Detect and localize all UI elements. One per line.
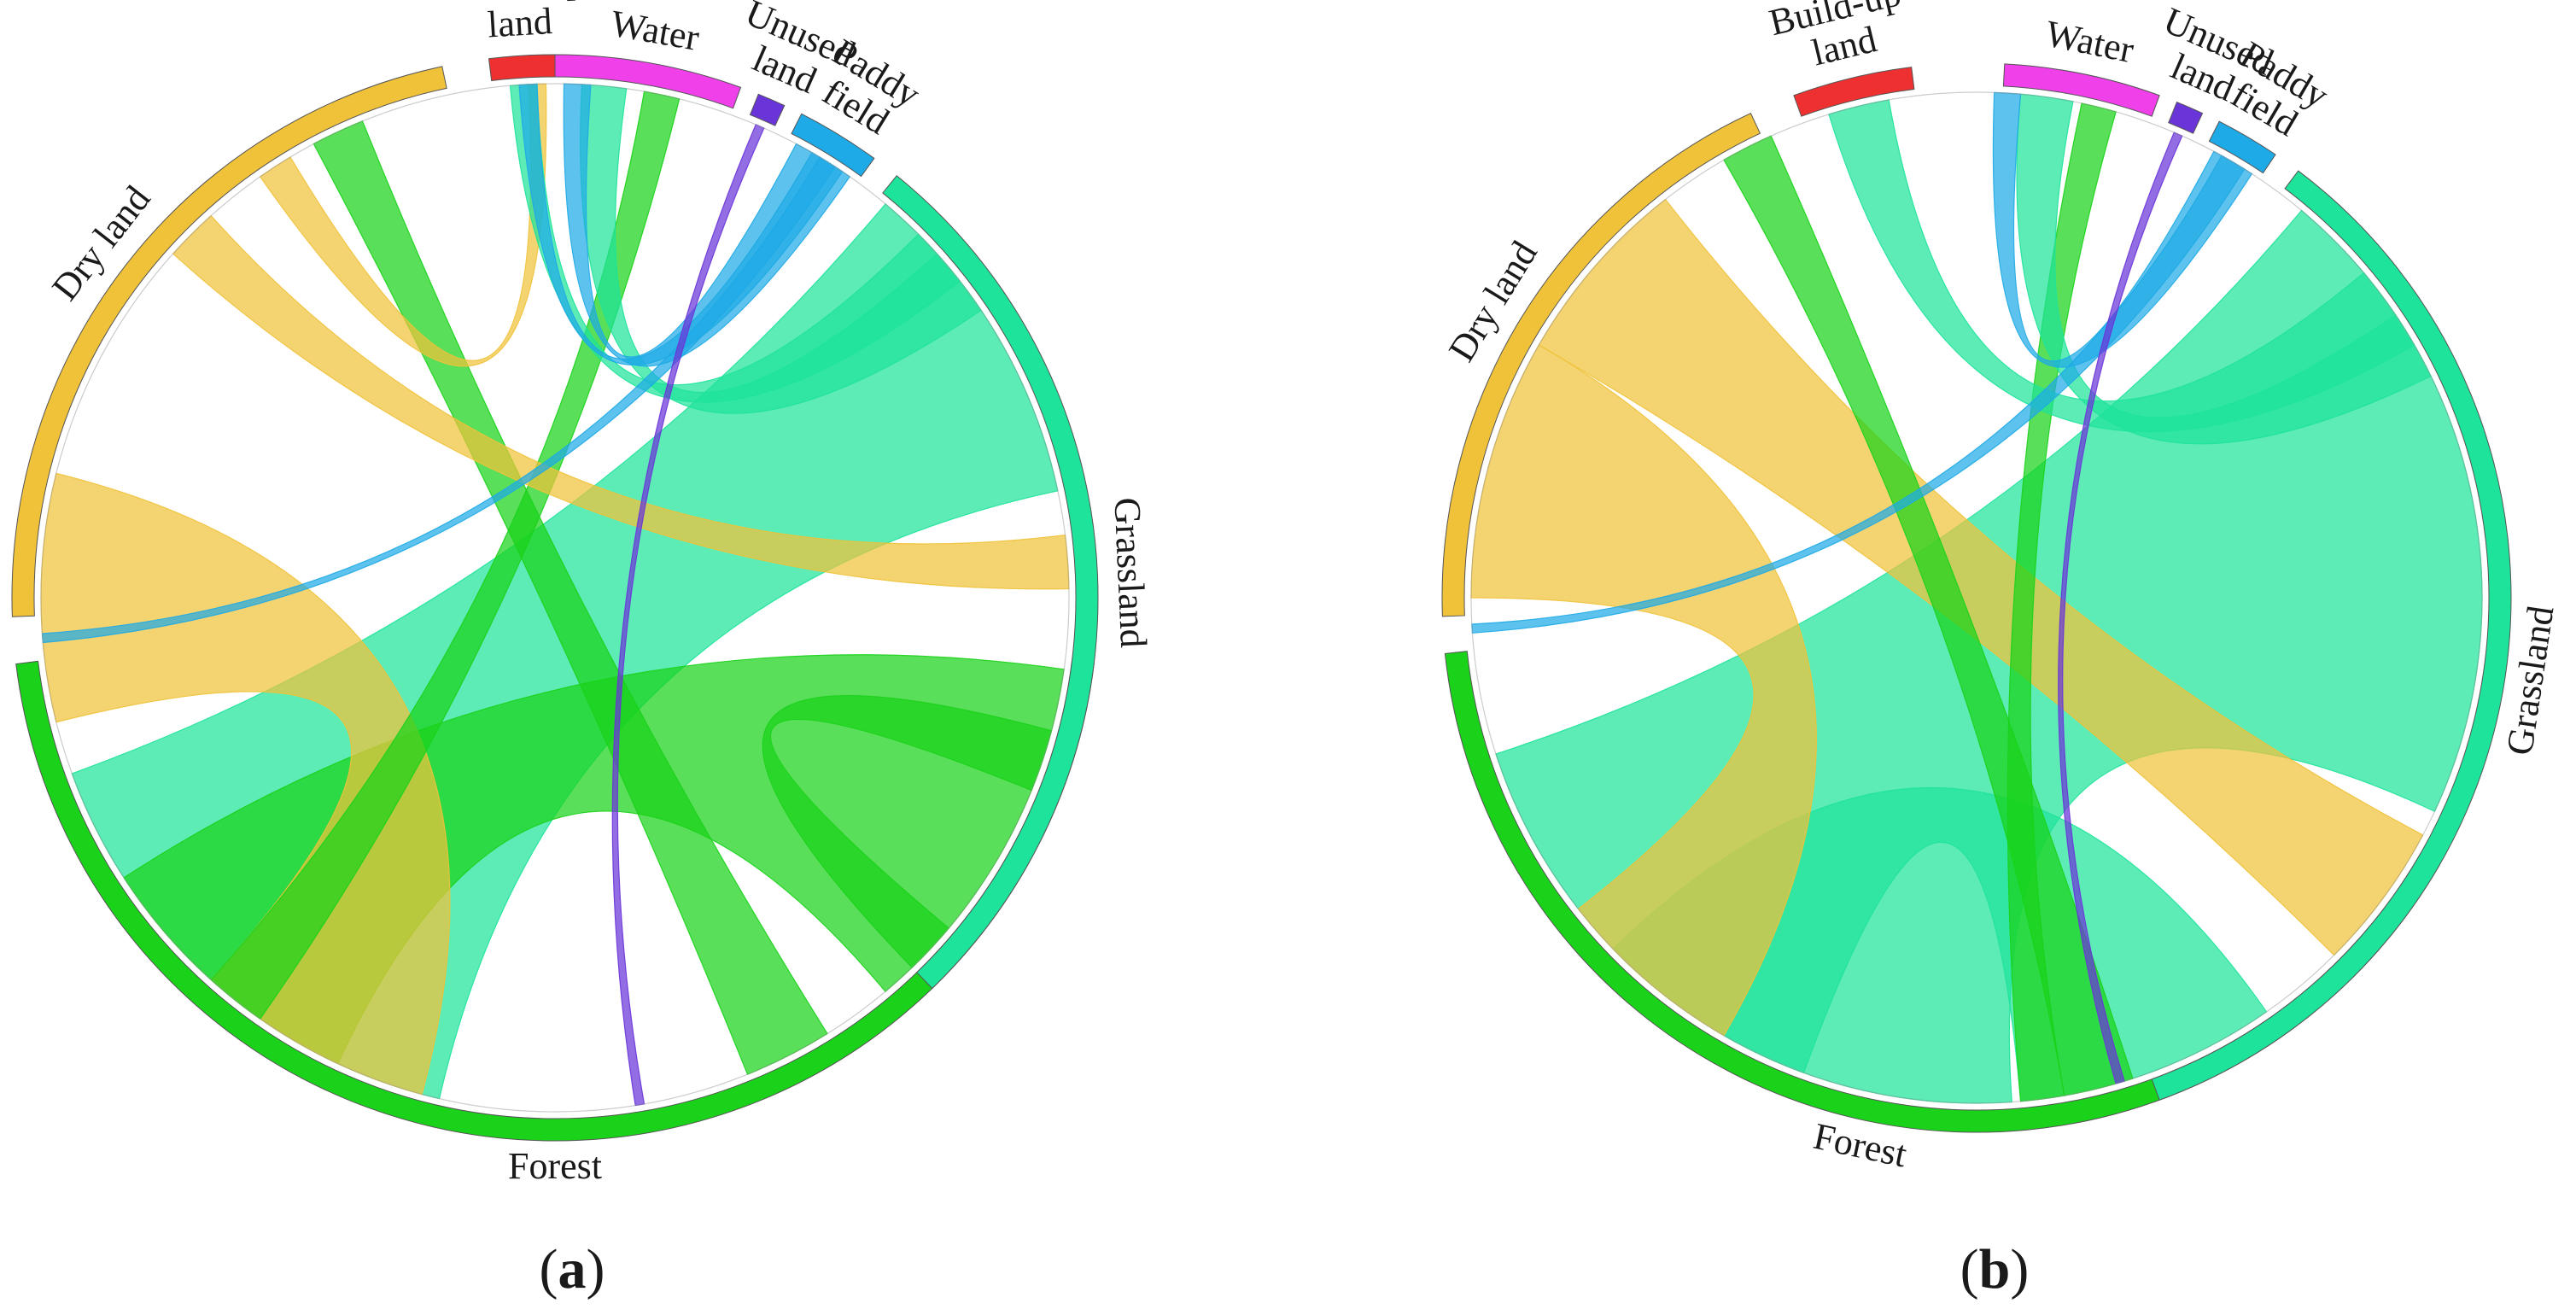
panel-label-a: (a): [540, 1238, 605, 1300]
chord-dryland-3: [1538, 198, 2424, 956]
panel-letter-a: a: [558, 1238, 587, 1300]
segment-paddy: [791, 113, 875, 178]
segment-unused: [749, 93, 786, 126]
segment-dryland: [11, 66, 447, 617]
segment-label-buildup: Build-upland: [449, 0, 587, 48]
chord-forest-13: [762, 695, 1053, 968]
segment-forest: [15, 660, 1095, 1142]
panel-label-b: (b): [1960, 1238, 2030, 1300]
segment-label-dryland: Dry land: [1440, 234, 1545, 369]
segment-buildup: [1793, 67, 1915, 117]
segment-label-forest: Forest: [508, 1145, 602, 1187]
segment-label-line: land: [487, 0, 554, 46]
segment-dryland: [1441, 112, 1761, 617]
segment-water: [554, 54, 742, 109]
segment-label-line: Water: [608, 3, 703, 59]
inner-ring-outline: [40, 83, 1070, 1113]
segment-unused: [2168, 101, 2204, 134]
chord-ribbons: [40, 83, 1070, 1107]
chord-ribbons: [1470, 91, 2483, 1104]
segment-label-grassland: Grassland: [1107, 497, 1155, 649]
segment-paddy: [2208, 120, 2276, 174]
segment-forest: [1444, 651, 2440, 1133]
segment-label-water: Water: [608, 3, 703, 59]
segment-label-line: Dry land: [1440, 234, 1545, 369]
segment-label-line: Dry land: [44, 178, 158, 308]
segment-label-line: Grassland: [1107, 497, 1155, 649]
segment-label-line: Build-up: [449, 0, 585, 9]
inner-ring-outline: [1470, 91, 2483, 1104]
segment-buildup: [488, 54, 556, 82]
segment-label-water: Water: [2042, 12, 2138, 71]
segment-grassland: [2151, 170, 2512, 1101]
segment-water: [2002, 63, 2160, 117]
segment-label-line: Forest: [508, 1145, 602, 1187]
segment-label-dryland: Dry land: [44, 178, 158, 308]
panel-letter-b: b: [1979, 1238, 2011, 1300]
segment-grassland: [882, 175, 1099, 990]
segment-label-line: Water: [2042, 12, 2138, 71]
